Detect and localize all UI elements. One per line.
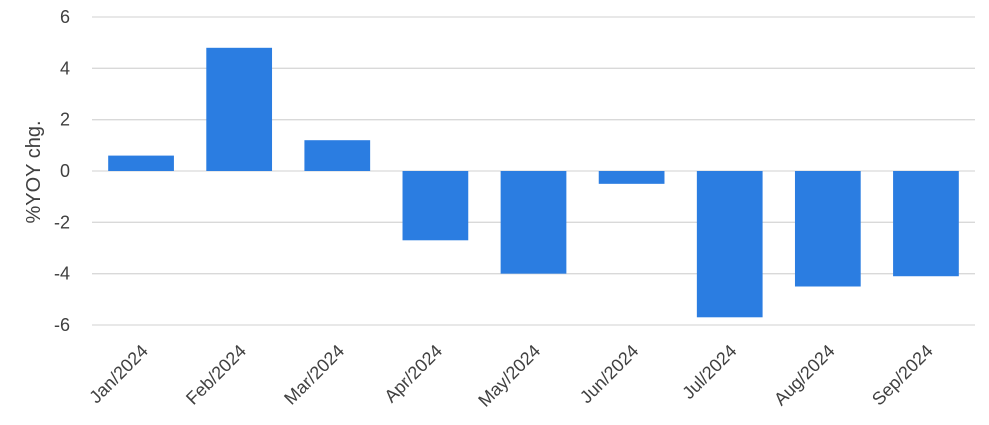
x-tick-label: May/2024 [474, 341, 544, 411]
x-tick-label: Jun/2024 [576, 341, 643, 408]
x-axis-ticks: Jan/2024 Feb/2024 Mar/2024 Apr/2024 May/2024… [85, 341, 936, 411]
y-tick-label: -6 [54, 315, 70, 335]
bars [108, 47, 959, 318]
bar [893, 171, 959, 277]
y-tick-label: 4 [60, 58, 70, 78]
y-tick-label: 0 [60, 161, 70, 181]
bar [696, 171, 763, 318]
x-tick-label: Feb/2024 [182, 341, 250, 409]
bar [304, 140, 371, 171]
x-tick-label: Jan/2024 [85, 341, 152, 408]
y-axis-title: %YOY chg. [23, 120, 45, 223]
y-tick-label: -4 [54, 264, 70, 284]
y-tick-label: 2 [60, 110, 70, 130]
x-tick-label: Aug/2024 [770, 341, 839, 410]
y-axis-ticks: 6 4 2 0 -2 -4 -6 [54, 7, 70, 335]
bar [206, 47, 273, 171]
bar [794, 171, 861, 287]
x-tick-label: Jul/2024 [678, 341, 740, 403]
x-tick-label: Apr/2024 [380, 341, 446, 407]
bar [108, 155, 174, 171]
x-tick-label: Mar/2024 [280, 341, 348, 409]
x-tick-label: Sep/2024 [868, 341, 937, 410]
bar [402, 171, 469, 241]
y-tick-label: -2 [54, 212, 70, 232]
bar [500, 171, 567, 274]
y-tick-label: 6 [60, 7, 70, 27]
bar [598, 171, 665, 184]
